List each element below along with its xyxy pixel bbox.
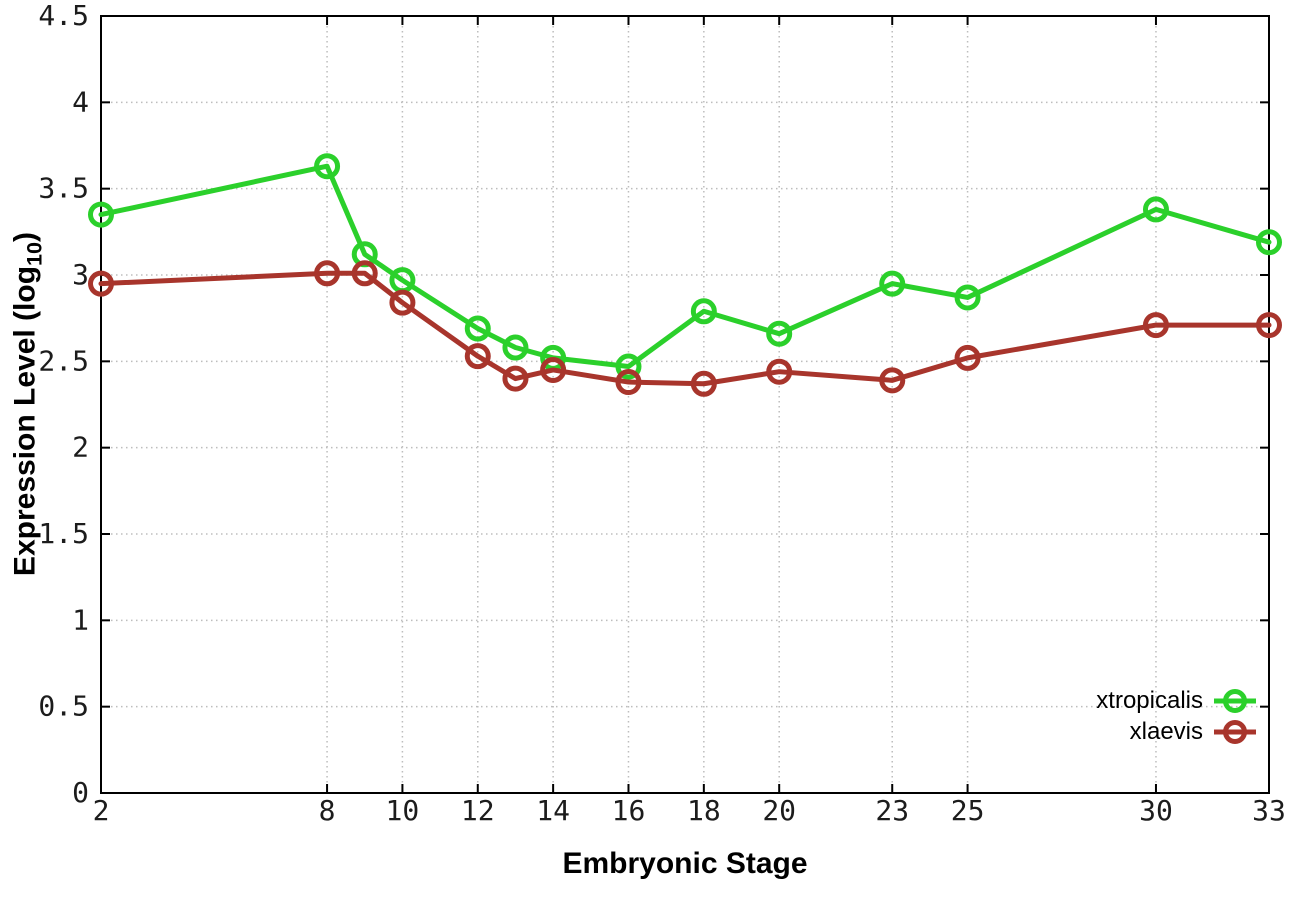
data-point-xtropicalis-stage-25 xyxy=(954,284,981,311)
legend-item-xlaevis: xlaevis xyxy=(1130,716,1257,747)
data-point-xtropicalis-stage-33 xyxy=(1256,229,1282,256)
legend-sample-line-marker-icon xyxy=(1214,719,1256,744)
y-tick-label-4.5: 4.5 xyxy=(38,0,89,32)
x-tick-label-20: 20 xyxy=(762,794,796,827)
x-tick-label-23: 23 xyxy=(875,794,909,827)
data-point-xlaevis-stage-12 xyxy=(464,343,491,370)
x-tick-label-8: 8 xyxy=(319,794,336,827)
x-tick-label-10: 10 xyxy=(386,794,420,827)
data-point-xlaevis-stage-30 xyxy=(1142,312,1169,339)
x-tick-label-33: 33 xyxy=(1252,794,1286,827)
x-axis-title: Embryonic Stage xyxy=(562,847,808,880)
legend-item-xtropicalis: xtropicalis xyxy=(1096,685,1257,716)
data-point-xtropicalis-stage-8 xyxy=(314,153,341,180)
legend-label: xtropicalis xyxy=(1096,686,1203,714)
data-point-xlaevis-stage-13 xyxy=(502,365,529,392)
data-point-xlaevis-stage-18 xyxy=(690,370,717,397)
data-point-xtropicalis-stage-30 xyxy=(1142,196,1169,223)
x-tick-label-25: 25 xyxy=(951,794,985,827)
y-axis-title-suffix: ) xyxy=(8,231,42,242)
data-point-xtropicalis-stage-12 xyxy=(464,315,491,342)
y-axis-title-text: Expression Level (log xyxy=(8,265,42,577)
data-point-xlaevis-stage-14 xyxy=(540,356,567,383)
legend: xtropicalis xlaevis xyxy=(1096,685,1257,747)
x-tick-label-2: 2 xyxy=(93,794,110,827)
x-tick-label-30: 30 xyxy=(1139,794,1173,827)
y-axis-title: Expression Level (log10) xyxy=(9,232,48,576)
series-line-xlaevis xyxy=(98,270,1272,387)
x-tick-label-18: 18 xyxy=(687,794,721,827)
y-tick-label-1.5: 1.5 xyxy=(38,517,89,550)
y-tick-label-0: 0 xyxy=(72,776,89,809)
legend-label: xlaevis xyxy=(1129,717,1203,745)
x-tick-label-14: 14 xyxy=(536,794,570,827)
legend-sample-line-marker-icon xyxy=(1214,688,1256,713)
data-point-xlaevis-stage-8 xyxy=(314,260,341,287)
data-point-xlaevis-stage-33 xyxy=(1256,312,1282,339)
x-tick-label-16: 16 xyxy=(612,794,646,827)
y-tick-label-0.5: 0.5 xyxy=(38,690,89,723)
data-point-xlaevis-stage-16 xyxy=(615,369,642,396)
plot-border xyxy=(100,15,1270,794)
data-point-xtropicalis-stage-23 xyxy=(879,270,906,297)
data-point-xtropicalis-stage-18 xyxy=(690,298,717,325)
data-point-xlaevis-stage-10 xyxy=(389,289,416,316)
x-tick-label-12: 12 xyxy=(461,794,495,827)
y-axis-title-subscript: 10 xyxy=(21,241,47,266)
data-point-xlaevis-stage-23 xyxy=(879,367,906,394)
data-point-xtropicalis-stage-2 xyxy=(88,201,114,228)
data-point-xtropicalis-stage-13 xyxy=(502,334,529,361)
data-point-xlaevis-stage-2 xyxy=(88,270,114,297)
data-point-xtropicalis-stage-16 xyxy=(615,353,642,380)
data-point-xlaevis-stage-25 xyxy=(954,344,981,371)
y-tick-label-3.5: 3.5 xyxy=(38,172,89,205)
y-tick-label-2: 2 xyxy=(72,431,89,464)
y-tick-label-4: 4 xyxy=(72,85,89,118)
y-tick-label-3: 3 xyxy=(72,258,89,291)
data-point-xlaevis-stage-9 xyxy=(351,260,378,287)
y-tick-label-1: 1 xyxy=(72,603,89,636)
y-tick-label-2.5: 2.5 xyxy=(38,344,89,377)
data-point-xlaevis-stage-20 xyxy=(766,358,793,385)
data-point-xtropicalis-stage-20 xyxy=(766,320,793,347)
